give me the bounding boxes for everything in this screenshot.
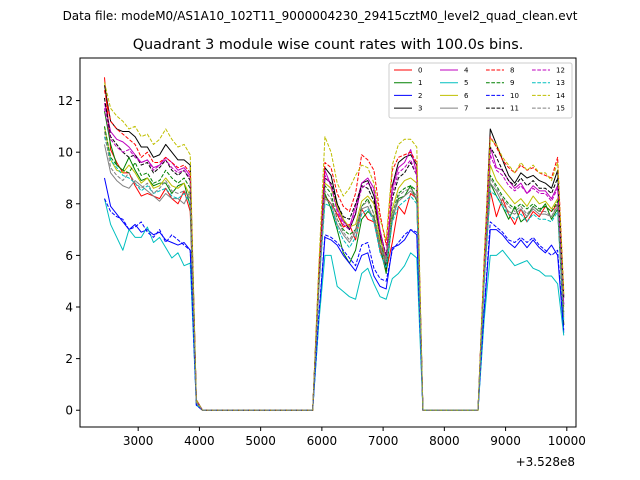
legend-label-4: 4 — [464, 67, 469, 75]
y-tick-label: 8 — [65, 197, 73, 211]
chart-title: Quadrant 3 module wise count rates with … — [133, 37, 524, 53]
legend-label-7: 7 — [464, 105, 468, 113]
series-line-13 — [104, 136, 565, 411]
legend-label-10: 10 — [510, 92, 519, 100]
y-tick-label: 2 — [65, 352, 73, 366]
legend-label-2: 2 — [418, 92, 422, 100]
legend-label-12: 12 — [556, 67, 565, 75]
y-tick-label: 6 — [65, 249, 73, 263]
series-line-10 — [104, 198, 565, 411]
x-tick-label: 6000 — [307, 434, 338, 448]
series-line-2 — [104, 177, 565, 411]
series-line-8 — [103, 90, 565, 411]
y-tick-label: 10 — [58, 146, 73, 160]
legend-label-14: 14 — [556, 92, 565, 100]
y-tick-label: 4 — [65, 301, 73, 315]
legend-label-5: 5 — [464, 79, 468, 87]
series-line-4 — [104, 103, 565, 411]
legend-label-8: 8 — [510, 67, 514, 75]
legend-label-13: 13 — [556, 79, 565, 87]
legend-label-11: 11 — [510, 105, 519, 113]
series-line-7 — [104, 144, 565, 411]
legend-box — [388, 62, 573, 119]
legend-label-15: 15 — [556, 105, 565, 113]
x-axis: 3000 4000 5000 6000 7000 8000 9000 10000 — [123, 427, 586, 448]
x-tick-label: 8000 — [429, 434, 460, 448]
x-tick-label: 4000 — [184, 434, 215, 448]
series-line-3 — [103, 85, 565, 411]
series-line-5 — [104, 198, 565, 411]
legend-label-9: 9 — [510, 79, 514, 87]
x-axis-offset-label: +3.528e8 — [516, 455, 575, 469]
plot-lines — [103, 77, 565, 411]
series-line-11 — [103, 97, 565, 411]
x-tick-label: 5000 — [245, 434, 276, 448]
legend-label-0: 0 — [418, 67, 422, 75]
x-tick-label: 7000 — [368, 434, 399, 448]
y-axis: 0 2 4 6 8 10 12 — [58, 94, 80, 418]
legend-label-3: 3 — [418, 105, 422, 113]
series-line-14 — [104, 82, 565, 411]
y-tick-label: 12 — [58, 94, 73, 108]
x-tick-label: 3000 — [123, 434, 154, 448]
series-line-15 — [103, 131, 565, 411]
y-tick-label: 0 — [65, 404, 73, 418]
legend-label-1: 1 — [418, 79, 422, 87]
legend-label-6: 6 — [464, 92, 469, 100]
series-line-1 — [103, 110, 565, 411]
x-tick-label: 9000 — [490, 434, 521, 448]
series-line-6 — [103, 126, 565, 411]
x-tick-label: 10000 — [548, 434, 586, 448]
figure-suptitle: Data file: modeM0/AS1A10_102T11_90000042… — [63, 9, 578, 23]
axes-frame — [79, 57, 577, 428]
series-line-9 — [103, 126, 565, 411]
series-line-0 — [103, 77, 565, 411]
